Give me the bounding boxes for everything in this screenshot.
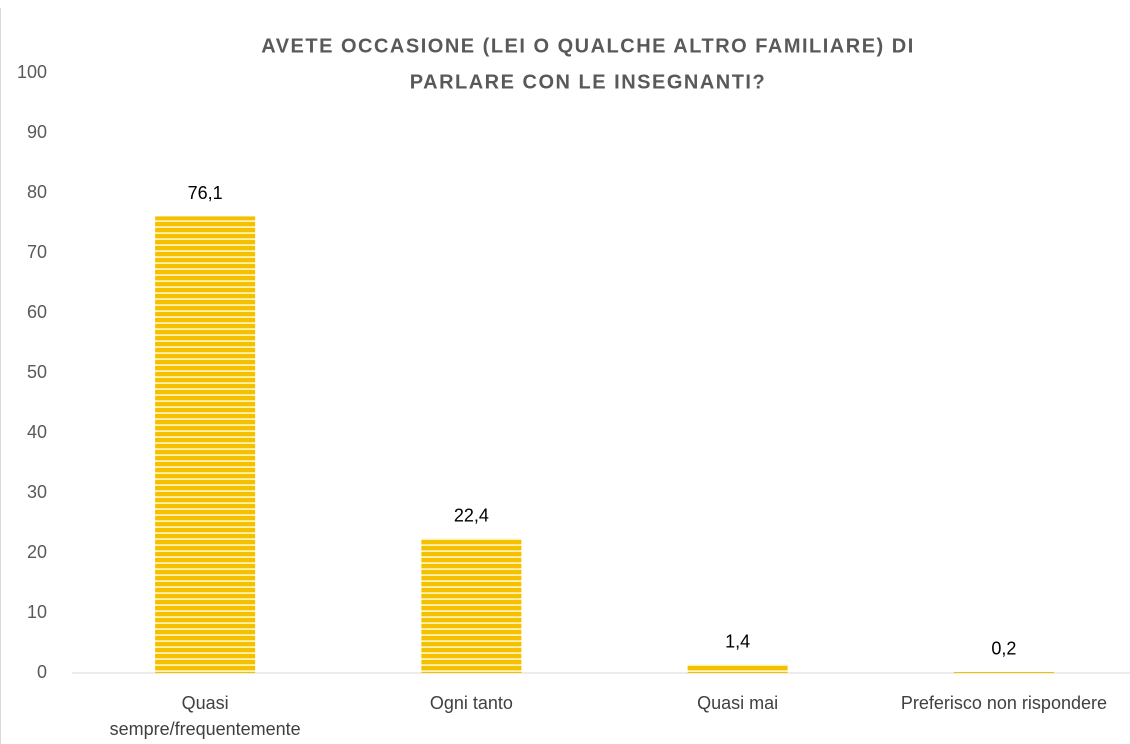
data-label: 0,2 xyxy=(991,639,1016,659)
bar xyxy=(953,671,1054,673)
y-tick-label: 30 xyxy=(27,482,47,502)
chart-title: PARLARE CON LE INSEGNANTI? xyxy=(410,71,766,93)
y-tick-label: 50 xyxy=(27,362,47,382)
x-tick-label: Preferisco non rispondere xyxy=(900,693,1107,713)
y-tick-label: 40 xyxy=(27,422,47,442)
y-tick-label: 60 xyxy=(27,302,47,322)
bar xyxy=(421,538,522,673)
y-tick-label: 10 xyxy=(27,602,47,622)
y-tick-label: 20 xyxy=(27,542,47,562)
x-tick-label: Quasi mai xyxy=(697,693,779,713)
y-tick-label: 100 xyxy=(17,62,47,82)
y-tick-label: 0 xyxy=(37,662,47,682)
bar xyxy=(687,664,788,673)
x-tick-label: Quasi sempre/frequentemente xyxy=(109,693,301,739)
chart-title: AVETE OCCASIONE (LEI O QUALCHE ALTRO FAM… xyxy=(261,35,915,57)
bar xyxy=(155,216,256,673)
data-label: 76,1 xyxy=(188,183,223,203)
data-label: 22,4 xyxy=(454,505,489,525)
frame xyxy=(0,8,1,744)
y-tick-label: 90 xyxy=(27,122,47,142)
y-tick-label: 80 xyxy=(27,182,47,202)
x-tick-label: Ogni tanto xyxy=(429,693,513,713)
data-label: 1,4 xyxy=(725,631,750,651)
y-tick-label: 70 xyxy=(27,242,47,262)
